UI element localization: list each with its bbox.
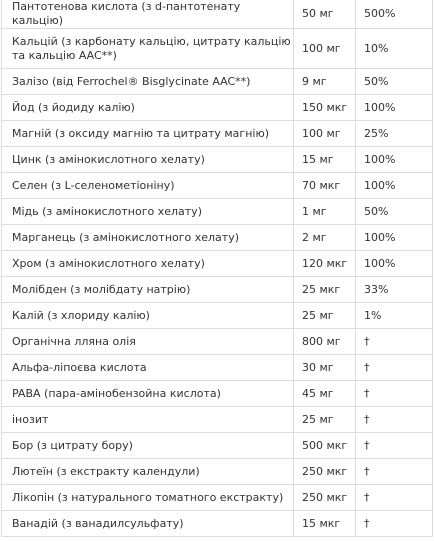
ingredient-name: Селен (з L-селенометіоніну) [1, 172, 294, 199]
ingredient-name: Лікопін (з натурального томатного екстра… [1, 484, 294, 511]
table-row: Кальцій (з карбонату кальцію, цитрату ка… [1, 28, 433, 69]
daily-value: 100% [355, 94, 433, 121]
amount: 2 мг [293, 224, 356, 251]
ingredient-name: PABA (пара-амінобензойна кислота) [1, 380, 294, 407]
ingredient-name: Хром (з амінокислотного хелату) [1, 250, 294, 277]
daily-value: 33% [355, 276, 433, 303]
amount: 25 мкг [293, 276, 356, 303]
daily-value: † [355, 406, 433, 433]
ingredient-name: інозит [1, 406, 294, 433]
daily-value: † [355, 458, 433, 485]
table-row: Лютеїн (з екстракту календули) 250 мкг † [1, 458, 433, 485]
table-row: інозит 25 мг † [1, 406, 433, 433]
amount: 45 мг [293, 380, 356, 407]
amount: 15 мкг [293, 510, 356, 537]
ingredient-name: Альфа-ліпоєва кислота [1, 354, 294, 381]
daily-value: 50% [355, 68, 433, 95]
amount: 250 мкг [293, 458, 356, 485]
daily-value: † [355, 328, 433, 355]
amount: 30 мг [293, 354, 356, 381]
ingredient-name: Пантотенова кислота (з d-пантотенату кал… [1, 0, 294, 29]
amount: 100 мг [293, 28, 356, 69]
daily-value: † [355, 484, 433, 511]
table-row: Пантотенова кислота (з d-пантотенату кал… [1, 0, 433, 29]
daily-value: 1% [355, 302, 433, 329]
amount: 120 мкг [293, 250, 356, 277]
table-row: Калій (з хлориду калію) 25 мг 1% [1, 302, 433, 329]
amount: 800 мг [293, 328, 356, 355]
table-row: Марганець (з амінокислотного хелату) 2 мг… [1, 224, 433, 251]
amount: 9 мг [293, 68, 356, 95]
amount: 100 мг [293, 120, 356, 147]
ingredient-name: Залізо (від Ferrochel® Bisglycinate AAC*… [1, 68, 294, 95]
daily-value: 100% [355, 172, 433, 199]
table-row: PABA (пара-амінобензойна кислота) 45 мг † [1, 380, 433, 407]
table-row: Бор (з цитрату бору) 500 мкг † [1, 432, 433, 459]
ingredient-name: Цинк (з амінокислотного хелату) [1, 146, 294, 173]
table-row: Альфа-ліпоєва кислота 30 мг † [1, 354, 433, 381]
table-row: Молібден (з молібдату натрію) 25 мкг 33% [1, 276, 433, 303]
amount: 70 мкг [293, 172, 356, 199]
daily-value: 100% [355, 250, 433, 277]
amount: 25 мг [293, 302, 356, 329]
table-row: Органічна лляна олія 800 мг † [1, 328, 433, 355]
amount: 15 мг [293, 146, 356, 173]
table-row: Селен (з L-селенометіоніну) 70 мкг 100% [1, 172, 433, 199]
daily-value: † [355, 510, 433, 537]
daily-value: 50% [355, 198, 433, 225]
table-row: Лікопін (з натурального томатного екстра… [1, 484, 433, 511]
table-row: Магній (з оксиду магнію та цитрату магні… [1, 120, 433, 147]
daily-value: † [355, 432, 433, 459]
ingredient-name: Органічна лляна олія [1, 328, 294, 355]
daily-value: 100% [355, 146, 433, 173]
table-row: Хром (з амінокислотного хелату) 120 мкг 10… [1, 250, 433, 277]
ingredient-name: Ванадій (з ванадилсульфату) [1, 510, 294, 537]
ingredient-name: Бор (з цитрату бору) [1, 432, 294, 459]
table-row: Ванадій (з ванадилсульфату) 15 мкг † [1, 510, 433, 537]
amount: 25 мг [293, 406, 356, 433]
ingredient-name: Молібден (з молібдату натрію) [1, 276, 294, 303]
daily-value: † [355, 354, 433, 381]
daily-value: 25% [355, 120, 433, 147]
ingredient-name: Йод (з йодиду калію) [1, 94, 294, 121]
ingredient-name: Магній (з оксиду магнію та цитрату магні… [1, 120, 294, 147]
table-row: Залізо (від Ferrochel® Bisglycinate AAC*… [1, 68, 433, 95]
ingredient-name: Калій (з хлориду калію) [1, 302, 294, 329]
ingredient-name: Кальцій (з карбонату кальцію, цитрату ка… [1, 28, 294, 69]
amount: 50 мг [293, 0, 356, 29]
amount: 250 мкг [293, 484, 356, 511]
ingredient-name: Мідь (з амінокислотного хелату) [1, 198, 294, 225]
table-row: Мідь (з амінокислотного хелату) 1 мг 50% [1, 198, 433, 225]
amount: 1 мг [293, 198, 356, 225]
table-row: Йод (з йодиду калію) 150 мкг 100% [1, 94, 433, 121]
ingredient-name: Марганець (з амінокислотного хелату) [1, 224, 294, 251]
daily-value: 100% [355, 224, 433, 251]
amount: 500 мкг [293, 432, 356, 459]
daily-value: 500% [355, 0, 433, 29]
amount: 150 мкг [293, 94, 356, 121]
ingredient-name: Лютеїн (з екстракту календули) [1, 458, 294, 485]
table-row: Цинк (з амінокислотного хелату) 15 мг 100% [1, 146, 433, 173]
daily-value: † [355, 380, 433, 407]
daily-value: 10% [355, 28, 433, 69]
